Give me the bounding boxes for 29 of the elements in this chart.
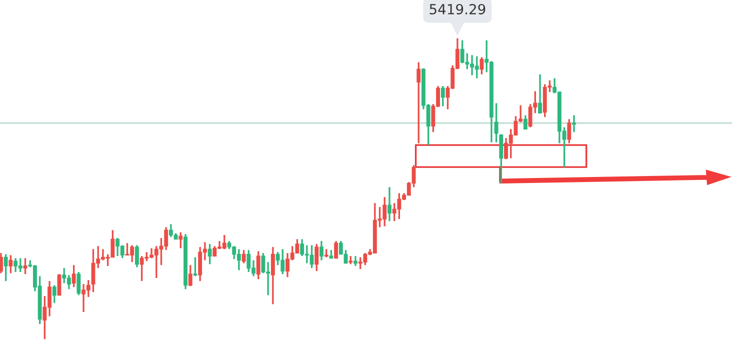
candlestick xyxy=(320,240,324,262)
candlestick xyxy=(256,250,260,280)
candlestick xyxy=(567,118,572,144)
candlestick xyxy=(76,271,81,296)
candlestick xyxy=(494,102,498,144)
candlestick xyxy=(572,114,576,133)
candlestick xyxy=(23,257,28,275)
candlestick xyxy=(188,264,192,287)
candlestick xyxy=(270,246,275,306)
candlestick xyxy=(0,252,3,274)
candlestick xyxy=(57,273,62,296)
candlestick xyxy=(242,249,246,264)
candlestick xyxy=(334,240,338,259)
annotation: 5419.29 xyxy=(430,4,486,14)
candlestick xyxy=(52,284,56,304)
candlestick xyxy=(354,255,358,267)
candlestick xyxy=(4,253,8,282)
candlestick xyxy=(416,61,421,144)
candlestick xyxy=(387,186,392,222)
candlestick xyxy=(178,231,183,250)
candlestick xyxy=(523,114,528,130)
candlestick xyxy=(314,243,319,272)
candlestick xyxy=(440,85,445,108)
candlestick xyxy=(538,73,542,114)
candlestick xyxy=(72,264,76,288)
candlestick xyxy=(208,243,212,266)
candlestick xyxy=(8,254,13,274)
candlestick xyxy=(134,244,139,268)
candlestick xyxy=(193,256,198,278)
